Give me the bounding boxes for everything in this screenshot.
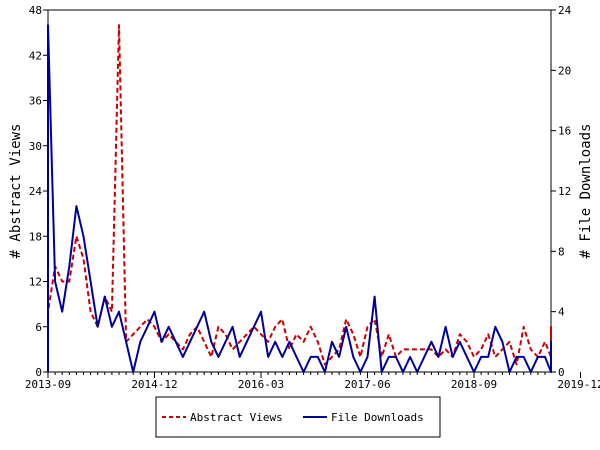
y-right-tick-label: 12 bbox=[558, 185, 571, 198]
y-left-tick-label: 0 bbox=[35, 366, 42, 379]
x-axis-ticks: 2013-09 2014-12 2016-03 2017-06 2018-09 2019-… bbox=[25, 372, 600, 391]
x-tick-label: 2016-03 bbox=[238, 378, 284, 391]
y-right-tick-label: 16 bbox=[558, 125, 571, 138]
y-right-tick-label: 20 bbox=[558, 64, 571, 77]
y-axis-right-ticks: 0 4 8 12 16 20 24 bbox=[551, 4, 572, 379]
x-tick-label: 2014-12 bbox=[131, 378, 177, 391]
y-left-tick-label: 30 bbox=[29, 140, 42, 153]
y-right-tick-label: 4 bbox=[558, 306, 565, 319]
y-right-tick-label: 0 bbox=[558, 366, 565, 379]
series-layer bbox=[47, 24, 552, 373]
x-tick-label: 2018-09 bbox=[451, 378, 497, 391]
y-left-tick-label: 36 bbox=[29, 95, 42, 108]
x-tick-label: 2019-12 bbox=[557, 378, 600, 391]
series-line-file-downloads bbox=[47, 24, 552, 373]
y-left-tick-label: 42 bbox=[29, 49, 42, 62]
y-left-tick-label: 12 bbox=[29, 276, 42, 289]
y-left-tick-label: 6 bbox=[35, 321, 42, 334]
y-axis-left-title: # Abstract Views bbox=[8, 124, 24, 259]
y-right-tick-label: 24 bbox=[558, 4, 572, 17]
legend-box bbox=[155, 396, 441, 438]
y-left-tick-label: 48 bbox=[29, 4, 42, 17]
legend-label-abstract-views: Abstract Views bbox=[190, 411, 283, 424]
y-axis-right-title: # File Downloads bbox=[578, 124, 594, 259]
y-left-tick-label: 24 bbox=[29, 185, 43, 198]
plot-area bbox=[47, 9, 552, 373]
x-tick-label: 2013-09 bbox=[25, 378, 71, 391]
x-tick-label: 2017-06 bbox=[344, 378, 390, 391]
legend: Abstract Views File Downloads bbox=[155, 396, 441, 438]
y-right-tick-label: 8 bbox=[558, 245, 565, 258]
y-left-tick-label: 18 bbox=[29, 230, 42, 243]
legend-label-file-downloads: File Downloads bbox=[331, 411, 424, 424]
